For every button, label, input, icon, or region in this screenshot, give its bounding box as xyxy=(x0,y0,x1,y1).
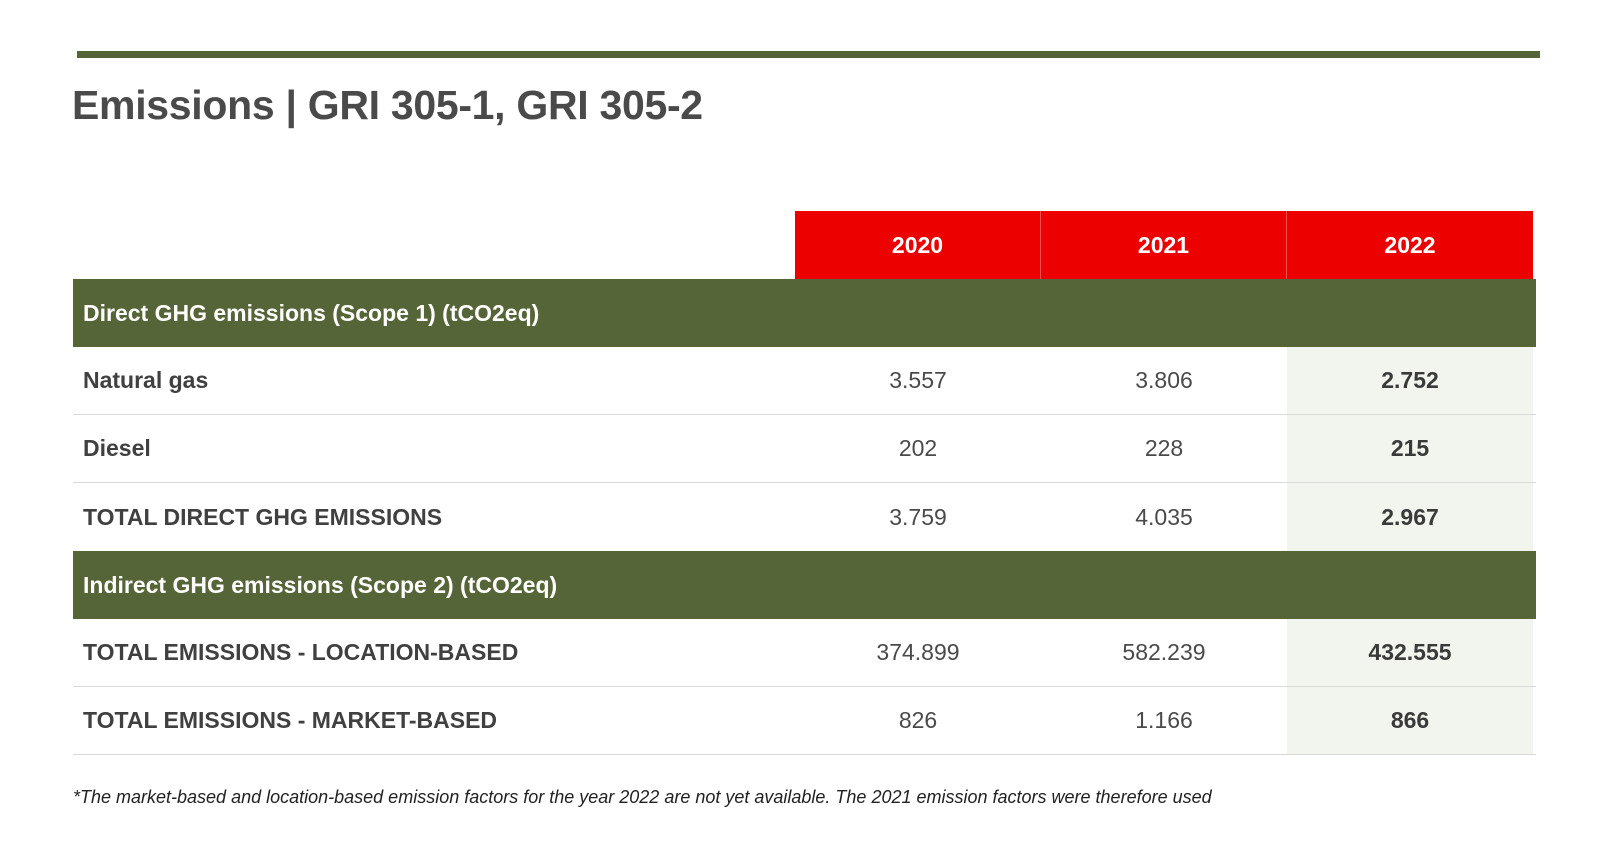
value-2022: 2.967 xyxy=(1287,483,1533,551)
value-2020: 374.899 xyxy=(876,639,960,665)
table-row: Natural gas 3.557 3.806 2.752 xyxy=(73,347,1536,415)
table-row: Diesel 202 228 215 xyxy=(73,415,1536,483)
section-heading-scope2: Indirect GHG emissions (Scope 2) (tCO2eq… xyxy=(73,551,1536,619)
header-empty-cell xyxy=(73,211,795,279)
top-rule xyxy=(77,51,1540,58)
value-2021: 228 xyxy=(1144,435,1184,461)
value-2022: 2.752 xyxy=(1287,347,1533,414)
table-row: TOTAL DIRECT GHG EMISSIONS 3.759 4.035 2… xyxy=(73,483,1536,551)
value-2020: 826 xyxy=(898,707,938,733)
value-2021: 582.239 xyxy=(1122,639,1206,665)
table-row: TOTAL EMISSIONS - MARKET-BASED 826 1.166… xyxy=(73,687,1536,755)
value-2020: 202 xyxy=(898,435,938,461)
row-label: TOTAL DIRECT GHG EMISSIONS xyxy=(83,503,443,530)
row-label: Diesel xyxy=(83,435,151,461)
footnote: *The market-based and location-based emi… xyxy=(73,787,1212,807)
row-label: TOTAL EMISSIONS - MARKET-BASED xyxy=(83,707,498,733)
year-header-2022: 2022 xyxy=(1287,211,1533,279)
value-2020: 3.557 xyxy=(889,367,947,393)
value-2021: 4.035 xyxy=(1135,503,1193,530)
value-2020: 3.759 xyxy=(889,503,947,530)
section-heading-scope1: Direct GHG emissions (Scope 1) (tCO2eq) xyxy=(73,279,1536,347)
table-row: TOTAL EMISSIONS - LOCATION-BASED 374.899… xyxy=(73,619,1536,687)
page-title: Emissions | GRI 305-1, GRI 305-2 xyxy=(72,82,703,128)
row-label: Natural gas xyxy=(83,367,209,393)
value-2022: 866 xyxy=(1287,687,1533,754)
value-2021: 3.806 xyxy=(1135,367,1193,393)
year-header-2021: 2021 xyxy=(1041,211,1287,279)
row-label: TOTAL EMISSIONS - LOCATION-BASED xyxy=(83,639,519,665)
year-header-row: 2020 2021 2022 xyxy=(73,211,1536,279)
value-2022: 215 xyxy=(1287,415,1533,482)
value-2021: 1.166 xyxy=(1135,707,1193,733)
value-2022: 432.555 xyxy=(1287,619,1533,686)
year-header-2020: 2020 xyxy=(795,211,1041,279)
emissions-table: 2020 2021 2022 Direct GHG emissions (Sco… xyxy=(73,211,1536,755)
